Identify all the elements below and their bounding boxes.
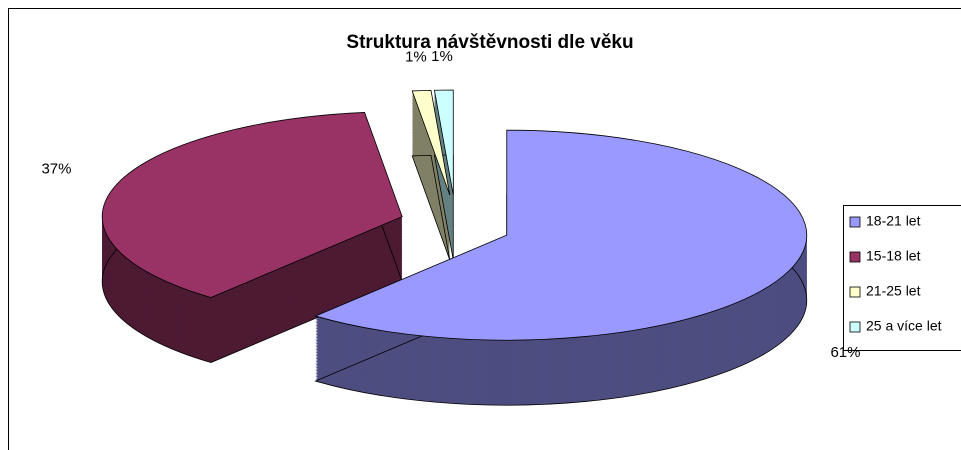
legend-label: 21-25 let <box>866 283 921 299</box>
legend-swatch <box>849 251 861 263</box>
slice-side <box>412 138 450 244</box>
chart-title: Struktura návštěvnosti dle věku <box>346 32 633 53</box>
slice-side <box>412 153 450 259</box>
slice <box>411 89 451 196</box>
slice <box>314 129 808 341</box>
slice-side <box>412 137 450 243</box>
slice-side <box>412 134 450 240</box>
slice-side <box>412 150 450 256</box>
slice-side <box>412 116 450 222</box>
slice <box>433 89 454 196</box>
legend-swatch <box>849 216 861 228</box>
slice-side <box>412 141 450 247</box>
slice-side <box>412 152 450 258</box>
data-label: 1% <box>405 49 427 66</box>
slice-side <box>412 149 450 255</box>
slice-side <box>412 147 450 253</box>
legend-label: 15-18 let <box>866 248 921 264</box>
data-label: 1% <box>431 48 453 65</box>
slice-side <box>412 135 450 241</box>
legend-box <box>843 205 961 351</box>
legend-label: 25 a více let <box>866 318 942 334</box>
slice-side <box>412 140 450 246</box>
slice-side <box>412 117 450 223</box>
slice-side <box>412 125 450 231</box>
legend-swatch <box>849 321 861 333</box>
legend-swatch <box>849 286 861 298</box>
data-label: 61% <box>830 344 860 361</box>
slice-side <box>412 114 450 220</box>
slice-side <box>412 132 450 238</box>
slice-side <box>412 120 450 226</box>
data-label: 37% <box>41 160 71 177</box>
slice-side <box>412 123 450 229</box>
slice <box>101 112 403 298</box>
slice-side <box>412 113 450 219</box>
slice-side <box>412 143 450 249</box>
legend-label: 18-21 let <box>866 213 921 229</box>
slice-side <box>412 144 450 250</box>
slice-side <box>412 126 450 232</box>
slice-side <box>412 122 450 228</box>
slice-side-outline <box>411 154 451 261</box>
slice-side <box>412 146 450 252</box>
slice-side <box>412 119 450 225</box>
